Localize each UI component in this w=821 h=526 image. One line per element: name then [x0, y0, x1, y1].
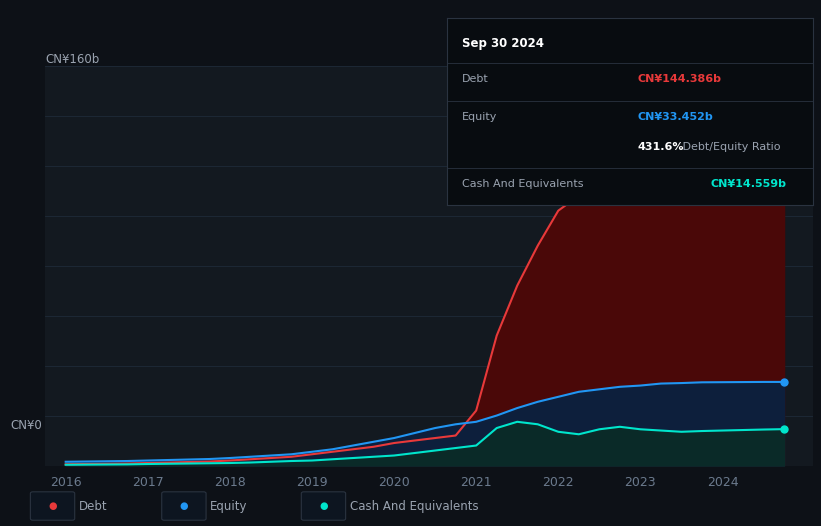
Text: CN¥33.452b: CN¥33.452b: [637, 112, 713, 122]
Text: Sep 30 2024: Sep 30 2024: [462, 37, 544, 50]
Text: CN¥14.559b: CN¥14.559b: [710, 179, 787, 189]
Text: Debt: Debt: [79, 500, 108, 512]
Text: 431.6%: 431.6%: [637, 141, 684, 151]
Text: Equity: Equity: [462, 112, 498, 122]
Text: CN¥0: CN¥0: [11, 419, 43, 431]
Text: CN¥160b: CN¥160b: [45, 53, 99, 66]
Text: Equity: Equity: [210, 500, 248, 512]
Text: Debt: Debt: [462, 75, 488, 85]
Text: Cash And Equivalents: Cash And Equivalents: [462, 179, 584, 189]
Text: ●: ●: [180, 501, 188, 511]
Text: Debt/Equity Ratio: Debt/Equity Ratio: [680, 141, 781, 151]
Text: ●: ●: [48, 501, 57, 511]
Text: Cash And Equivalents: Cash And Equivalents: [350, 500, 479, 512]
Text: CN¥144.386b: CN¥144.386b: [637, 75, 722, 85]
Text: ●: ●: [319, 501, 328, 511]
